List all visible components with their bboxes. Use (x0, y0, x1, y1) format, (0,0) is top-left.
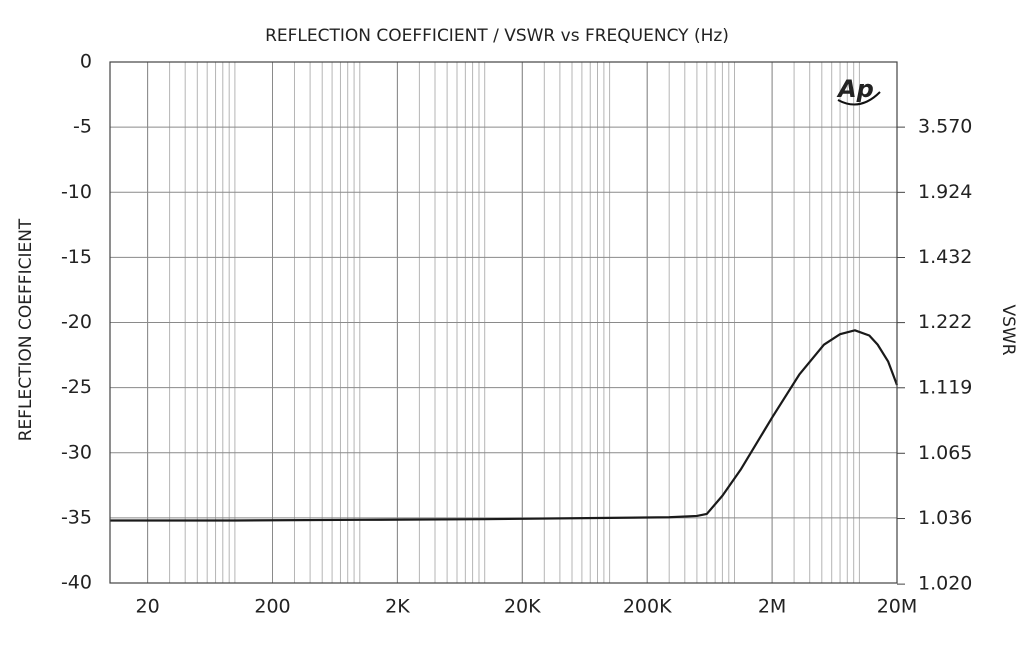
y-tick-label: -40 (61, 572, 92, 594)
x-tick-label: 2K (385, 596, 410, 618)
y-tick-label: -5 (73, 116, 92, 138)
y-tick-label: -25 (61, 376, 92, 398)
y-tick-label: -10 (61, 181, 92, 203)
y-tick-label: -20 (61, 311, 92, 333)
x-tick-label: 20K (504, 596, 541, 618)
y-tick-label: -15 (61, 246, 92, 268)
y-axis-label: REFLECTION COEFFICIENT (16, 218, 36, 441)
x-tick-label: 20 (136, 596, 160, 618)
y2-tick-label: 1.119 (918, 376, 972, 398)
data-line (110, 329, 899, 522)
y-tick-label: -35 (61, 506, 92, 528)
x-tick-label: 20M (877, 596, 918, 618)
chart-title: REFLECTION COEFFICIENT / VSWR vs FREQUEN… (265, 26, 729, 46)
x-tick-label: 200 (254, 596, 290, 618)
y2-tick-label: 1.432 (918, 246, 972, 268)
y-tick-label: -30 (61, 441, 92, 463)
grid (109, 61, 898, 584)
y2-tick-label: 1.065 (918, 442, 972, 464)
y2-tick-label: 1.924 (918, 181, 972, 203)
y2-axis-label: VSWR (998, 304, 1018, 355)
y2-tick-label: 1.036 (918, 507, 972, 529)
marks (110, 329, 899, 522)
x-tick-label: 200K (623, 596, 672, 618)
logo-swoosh (837, 91, 881, 106)
y2-tick-label: 1.222 (918, 311, 972, 333)
y-tick-label: 0 (80, 51, 92, 73)
y2-tick-label: 1.020 (918, 573, 972, 595)
x-tick-label: 2M (758, 596, 786, 618)
logo: Ap (836, 75, 874, 103)
y2-tick-label: 3.570 (918, 116, 972, 138)
